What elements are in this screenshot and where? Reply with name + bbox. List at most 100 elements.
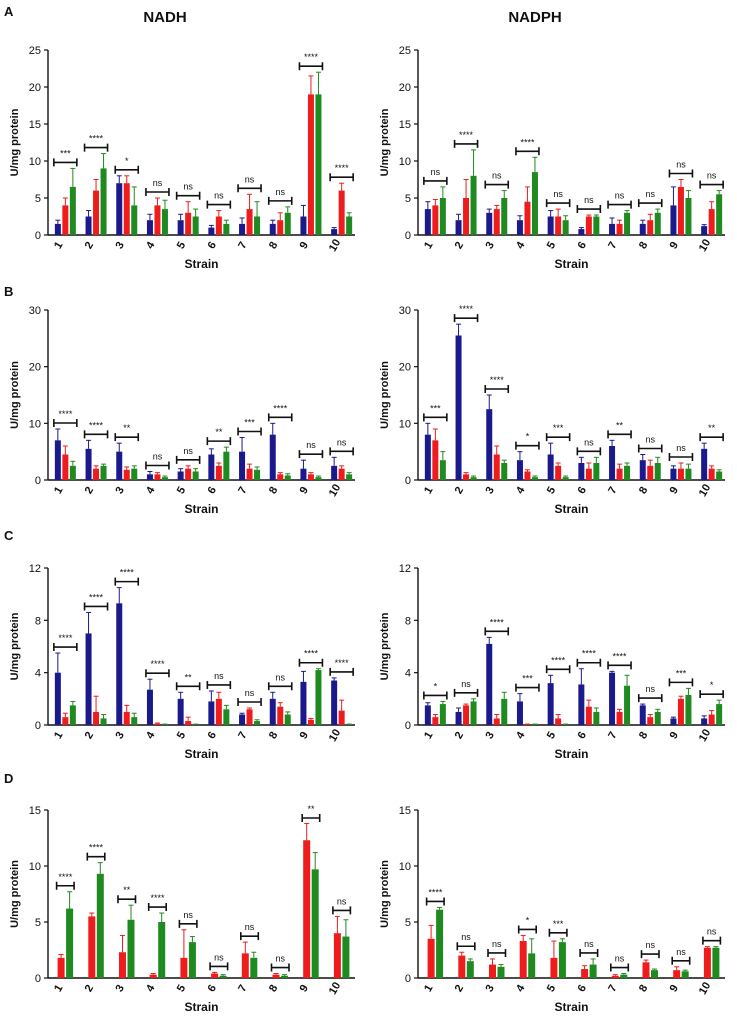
x-tick-label: 9 (668, 730, 681, 741)
bar-red-strain-1 (62, 717, 69, 725)
significance-label: *** (522, 674, 533, 684)
bar-blue-strain-10 (701, 718, 708, 725)
chart-c-nadh: 0 4 8 12 U/mg protein Strain 1 **** 2 **** 3 **** 4 *… (9, 563, 355, 761)
bar-red-strain-3 (493, 454, 500, 480)
bar-green-strain-3 (131, 205, 138, 235)
significance-label: **** (551, 655, 566, 665)
bar-green-strain-1 (436, 909, 444, 978)
bar-green-strain-1 (439, 460, 446, 480)
significance-label: ** (185, 672, 193, 682)
bar-green-strain-3 (131, 717, 138, 725)
x-tick-label: 10 (697, 237, 714, 254)
bar-red-strain-2 (463, 198, 470, 235)
y-tick-label: 8 (35, 615, 41, 627)
bar-red-strain-7 (246, 209, 253, 235)
significance-bracket (453, 688, 479, 697)
significance-label: **** (273, 403, 288, 413)
significance-bracket (515, 147, 540, 156)
significance-bracket (298, 450, 324, 459)
y-tick-label: 10 (399, 156, 411, 168)
column-title-nadh: NADH (143, 9, 186, 26)
significance-bracket (175, 682, 201, 691)
bar-red-strain-3 (123, 183, 130, 235)
bar-blue-strain-4 (146, 474, 153, 480)
bar-red-strain-8 (272, 974, 280, 978)
significance-bracket (579, 948, 599, 957)
x-tick-label: 7 (236, 240, 249, 251)
bar-red-strain-5 (555, 718, 562, 725)
bar-blue-strain-9 (670, 468, 677, 480)
x-tick-label: 7 (606, 983, 619, 994)
bar-red-strain-8 (647, 220, 654, 235)
y-tick-label: 0 (405, 475, 411, 487)
bar-blue-strain-4 (146, 689, 153, 725)
significance-bracket (545, 199, 571, 208)
bar-red-strain-3 (489, 964, 496, 978)
significance-bracket (607, 200, 632, 209)
significance-bracket (640, 950, 660, 959)
bar-green-strain-2 (96, 873, 104, 978)
bar-red-strain-10 (338, 710, 345, 725)
significance-bracket (86, 852, 106, 861)
significance-label: ns (183, 446, 193, 456)
x-tick-label: 4 (514, 484, 528, 496)
significance-label: ns (306, 440, 316, 450)
significance-bracket (545, 433, 571, 442)
bar-blue-strain-8 (269, 223, 276, 235)
bar-red-strain-2 (93, 711, 100, 725)
y-tick-label: 0 (35, 973, 41, 985)
bar-green-strain-6 (593, 711, 600, 725)
bar-red-strain-8 (642, 962, 650, 978)
significance-label: **** (89, 134, 104, 144)
chart-a-nadh: 0 5 10 15 20 25 U/mg protein Strain 1 *** 2 **** 3 * 4… (9, 45, 355, 271)
significance-bracket (576, 447, 602, 456)
bar-blue-strain-3 (116, 603, 123, 725)
bar-blue-strain-4 (516, 701, 523, 725)
significance-bracket (699, 690, 724, 699)
bar-blue-strain-9 (670, 205, 677, 235)
significance-bracket (453, 139, 479, 148)
significance-label: *** (430, 403, 441, 413)
significance-label: ns (183, 910, 193, 920)
significance-bracket (607, 430, 632, 439)
significance-bracket (637, 199, 663, 208)
significance-bracket (83, 602, 109, 611)
bar-green-strain-7 (624, 212, 631, 235)
bar-green-strain-5 (188, 942, 196, 978)
significance-label: ** (307, 804, 315, 814)
bar-red-strain-9 (307, 474, 314, 480)
y-tick-label: 10 (399, 418, 411, 430)
bar-red-strain-6 (585, 706, 592, 725)
bar-blue-strain-7 (239, 451, 246, 480)
x-tick-label: 5 (545, 983, 558, 994)
significance-bracket (671, 956, 691, 965)
y-tick-label: 15 (399, 119, 411, 131)
bar-green-strain-4 (161, 477, 168, 480)
bar-green-strain-9 (315, 477, 322, 480)
y-tick-label: 0 (405, 973, 411, 985)
bar-red-strain-6 (211, 973, 219, 978)
bar-green-strain-4 (531, 477, 538, 480)
x-tick-label: 8 (267, 485, 280, 496)
panel-label-c: C (4, 528, 14, 543)
x-tick-label: 5 (545, 240, 558, 251)
bar-red-strain-1 (427, 938, 435, 978)
bar-red-strain-4 (149, 974, 157, 978)
bar-red-strain-4 (524, 724, 531, 725)
bar-red-strain-4 (519, 941, 527, 978)
x-axis-title: Strain (554, 747, 588, 761)
significance-bracket (298, 62, 324, 71)
x-tick-label: 7 (236, 730, 249, 741)
bar-green-strain-1 (69, 705, 76, 725)
significance-bracket (610, 963, 630, 972)
bar-green-strain-1 (66, 908, 74, 978)
significance-bracket (487, 948, 507, 957)
significance-bracket (332, 906, 352, 915)
bar-green-strain-6 (593, 216, 600, 235)
bar-green-strain-10 (346, 474, 353, 480)
significance-label: ns (645, 940, 655, 950)
bar-green-strain-6 (223, 223, 230, 235)
x-tick-label: 8 (637, 240, 650, 251)
significance-label: **** (58, 872, 73, 882)
x-tick-label: 3 (483, 983, 496, 994)
